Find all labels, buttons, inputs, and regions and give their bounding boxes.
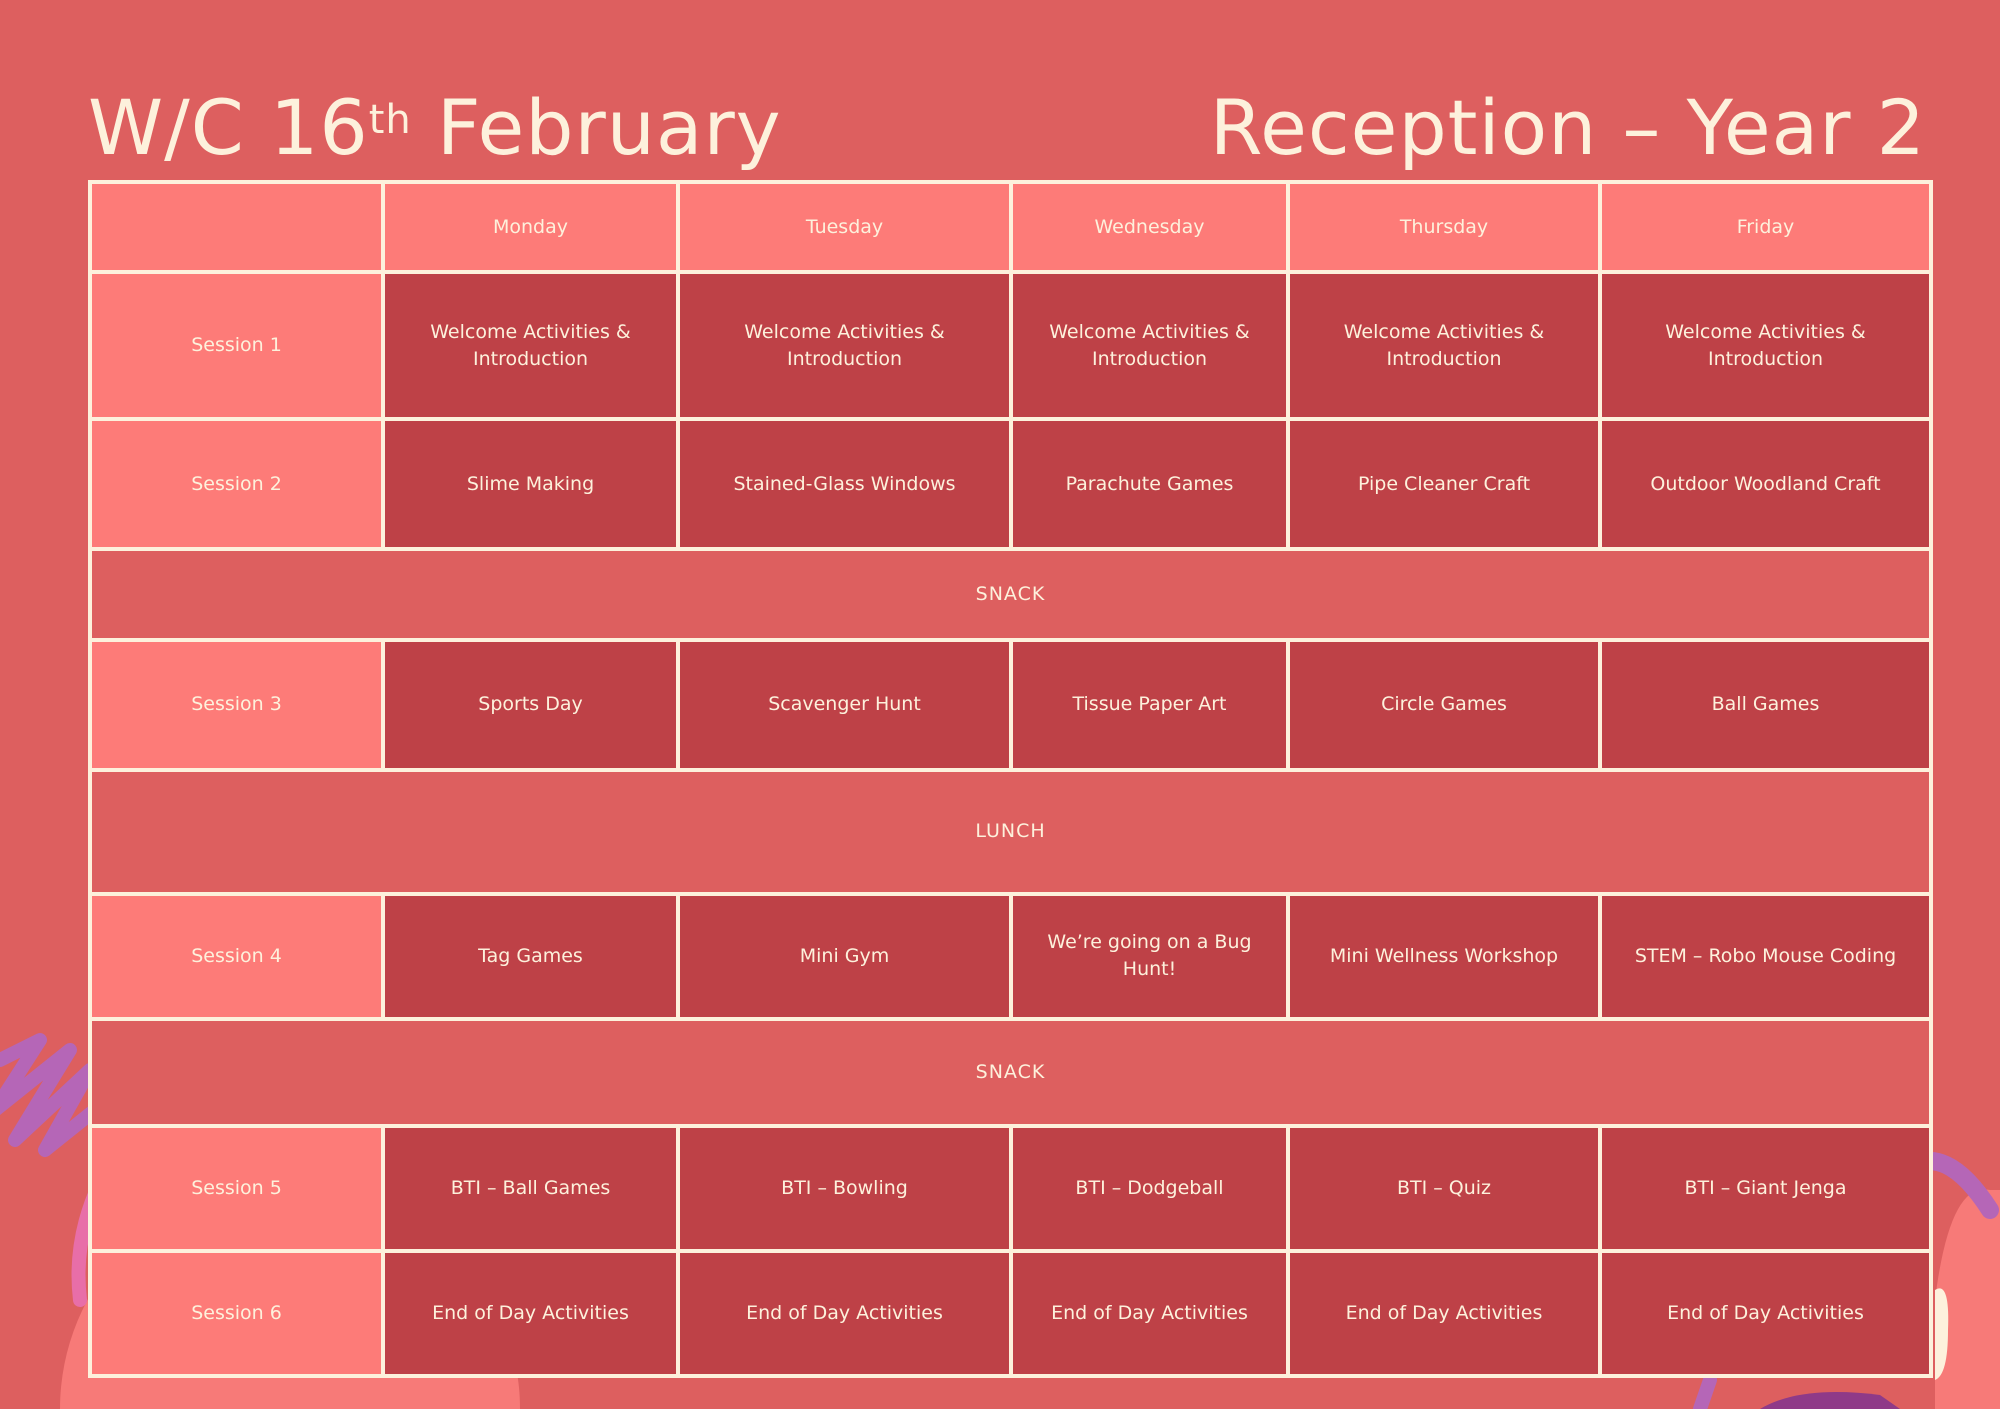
day-header: Tuesday (676, 179, 1013, 275)
break-row: SNACK (88, 546, 1933, 643)
activity-cell: Welcome Activities & Introduction (1598, 270, 1933, 422)
activity-cell: Mini Wellness Workshop (1286, 891, 1602, 1022)
session-row: Session 6 End of Day Activities End of Day… (88, 1249, 1933, 1378)
activity-cell: BTI – Ball Games (381, 1123, 680, 1254)
activity-cell: Welcome Activities & Introduction (676, 270, 1013, 422)
activity-cell: Pipe Cleaner Craft (1286, 417, 1602, 551)
activity-cell: Welcome Activities & Introduction (381, 270, 680, 422)
activity-cell: Tissue Paper Art (1009, 638, 1290, 772)
break-label: LUNCH (88, 767, 1933, 896)
purple-stroke-bottom (1693, 1373, 1717, 1409)
session-row: Session 5 BTI – Ball Games BTI – Bowling BT… (88, 1123, 1933, 1254)
day-header: Monday (381, 179, 680, 275)
corner-cell (88, 179, 385, 275)
activity-cell: Mini Gym (676, 891, 1013, 1022)
break-label: SNACK (88, 546, 1933, 643)
title-superscript: th (368, 97, 412, 143)
activity-cell: Outdoor Woodland Craft (1598, 417, 1933, 551)
session-row: Session 4 Tag Games Mini Gym We’re going on… (88, 891, 1933, 1022)
session-label: Session 6 (88, 1249, 385, 1378)
session-label: Session 1 (88, 270, 385, 422)
session-label: Session 3 (88, 638, 385, 772)
activity-cell: BTI – Bowling (676, 1123, 1013, 1254)
day-header: Friday (1598, 179, 1933, 275)
session-label: Session 5 (88, 1123, 385, 1254)
activity-cell: End of Day Activities (1598, 1249, 1933, 1378)
activity-cell: STEM – Robo Mouse Coding (1598, 891, 1933, 1022)
activity-cell: Tag Games (381, 891, 680, 1022)
page-title-week: W/C 16th February (88, 78, 782, 178)
cream-shape-right (1935, 1288, 1949, 1380)
title-prefix: W/C 16 (88, 83, 369, 172)
session-row: Session 1 Welcome Activities & Introducti… (88, 270, 1933, 422)
break-label: SNACK (88, 1017, 1933, 1128)
header-row: Monday Tuesday Wednesday Thursday Friday (88, 179, 1933, 275)
activity-cell: BTI – Quiz (1286, 1123, 1602, 1254)
activity-cell: BTI – Giant Jenga (1598, 1123, 1933, 1254)
activity-cell: Slime Making (381, 417, 680, 551)
session-row: Session 3 Sports Day Scavenger Hunt Tissue … (88, 638, 1933, 772)
activity-cell: BTI – Dodgeball (1009, 1123, 1290, 1254)
break-row: SNACK (88, 1017, 1933, 1128)
activity-cell: End of Day Activities (381, 1249, 680, 1378)
activity-cell: We’re going on a Bug Hunt! (1009, 891, 1290, 1022)
session-label: Session 2 (88, 417, 385, 551)
title-suffix: February (411, 83, 782, 172)
day-header: Thursday (1286, 179, 1602, 275)
purple-scribble-left (0, 1033, 102, 1157)
session-label: Session 4 (88, 891, 385, 1022)
activity-cell: Circle Games (1286, 638, 1602, 772)
break-row: LUNCH (88, 767, 1933, 896)
session-row: Session 2 Slime Making Stained-Glass Windo… (88, 417, 1933, 551)
activity-cell: Scavenger Hunt (676, 638, 1013, 772)
pink-shape-right (1935, 1189, 2000, 1409)
activity-cell: Welcome Activities & Introduction (1009, 270, 1290, 422)
page-title-group: Reception – Year 2 (1209, 83, 1926, 172)
activity-cell: End of Day Activities (1286, 1249, 1602, 1378)
activity-cell: Sports Day (381, 638, 680, 772)
activity-cell: End of Day Activities (1009, 1249, 1290, 1378)
day-header: Wednesday (1009, 179, 1290, 275)
activity-cell: End of Day Activities (676, 1249, 1013, 1378)
timetable: Monday Tuesday Wednesday Thursday Friday… (88, 179, 1933, 1378)
activity-cell: Welcome Activities & Introduction (1286, 270, 1602, 422)
activity-cell: Parachute Games (1009, 417, 1290, 551)
activity-cell: Stained-Glass Windows (676, 417, 1013, 551)
activity-cell: Ball Games (1598, 638, 1933, 772)
purple-shape-bottom (1760, 1392, 1900, 1409)
